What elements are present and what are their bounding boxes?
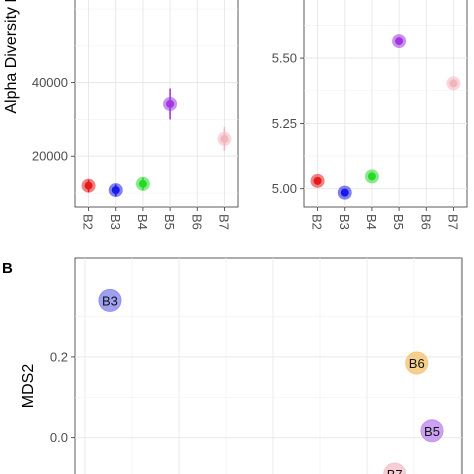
data-point [420, 419, 444, 443]
data-point [84, 181, 93, 190]
y-tick-label: 0.0 [50, 430, 68, 445]
y-tick-label: 40000 [32, 75, 68, 90]
data-point [220, 134, 229, 143]
x-tick-label: B6 [189, 214, 204, 230]
plot-area [74, 257, 463, 474]
data-point [367, 172, 376, 181]
data-point [138, 179, 147, 188]
y-tick-label: 0.2 [50, 349, 68, 364]
data-point [166, 99, 175, 108]
x-tick-label: B7 [216, 214, 231, 230]
data-point [340, 188, 349, 197]
y-axis-title: Alpha Diversity Mea [3, 0, 20, 114]
x-tick-label: B6 [418, 214, 433, 230]
y-tick-label: 20000 [32, 149, 68, 164]
data-point [405, 351, 429, 375]
x-tick-label: B3 [108, 214, 123, 230]
data-point-label: B7 [387, 467, 403, 474]
data-point-label: B5 [424, 424, 440, 439]
data-point [313, 176, 322, 185]
y-tick-label: 5.00 [272, 181, 297, 196]
x-tick-label: B5 [162, 214, 177, 230]
data-point [98, 288, 122, 312]
plot-area [74, 0, 239, 208]
y-tick-label: 5.25 [272, 116, 297, 131]
data-point [111, 186, 120, 195]
x-tick-label: B4 [135, 214, 150, 230]
data-point-label: B6 [409, 356, 425, 371]
panel-b-label: B [2, 260, 13, 277]
x-tick-label: B3 [337, 214, 352, 230]
x-tick-label: B7 [445, 214, 460, 230]
y-tick-label: 5.50 [272, 51, 297, 66]
x-tick-label: B5 [391, 214, 406, 230]
y-axis-title: MDS2 [20, 364, 37, 409]
plot-area [303, 0, 468, 208]
data-point [395, 37, 404, 46]
data-point [383, 462, 407, 474]
shannon-index-panel: 5.00 5.25 5.50 B2 B3 B4 B5 B6 B7 [272, 0, 468, 230]
x-tick-label: B2 [310, 214, 325, 230]
alpha-diversity-panel: 20000 40000 B2 B3 B4 B5 B6 B7 Alpha Diversity Me… [3, 0, 239, 230]
mds-panel: 0.0 0.2 MDS2 B3 B6 B5 B7 [20, 257, 463, 474]
data-point [449, 79, 458, 88]
x-tick-label: B2 [81, 214, 96, 230]
data-point-label: B3 [102, 293, 118, 308]
x-tick-label: B4 [364, 214, 379, 230]
